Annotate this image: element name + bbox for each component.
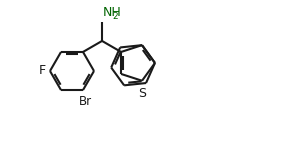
Text: Br: Br	[78, 95, 91, 108]
Text: S: S	[138, 87, 146, 100]
Text: NH: NH	[103, 6, 122, 19]
Text: F: F	[39, 65, 46, 77]
Text: 2: 2	[112, 12, 118, 21]
